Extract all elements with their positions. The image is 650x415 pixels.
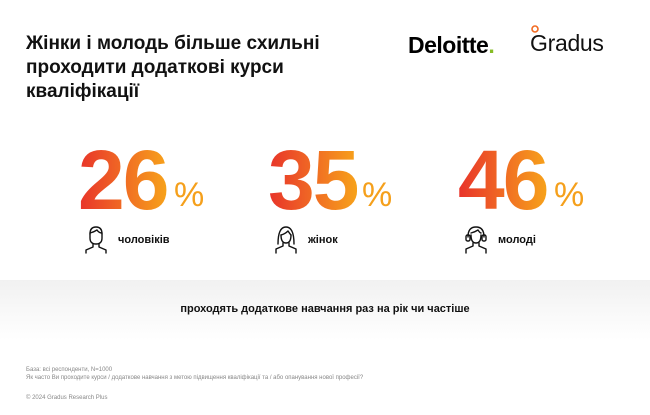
stat-value: 46 (458, 133, 549, 227)
stat-men: 26 % чоловіків (78, 133, 268, 260)
deloitte-logo: Deloitte. (408, 32, 495, 59)
youth-headphones-icon (465, 226, 487, 254)
stat-women: 35 % жінок (268, 133, 458, 260)
stat-unit: % (554, 176, 585, 214)
stat-label: чоловіків (118, 234, 170, 246)
stat-unit: % (362, 176, 393, 214)
summary-band (0, 280, 650, 340)
man-icon (85, 226, 107, 254)
footer-question: Як часто Ви проходите курси / додаткове … (26, 375, 364, 381)
woman-icon (275, 226, 297, 254)
footer-base: База: всі респонденти, N=1000 (26, 367, 113, 373)
page-title: Жінки і молодь більше схильні проходити … (26, 33, 320, 102)
stat-unit: % (174, 176, 205, 214)
footer-copyright: © 2024 Gradus Research Plus (26, 395, 108, 401)
stat-label: молоді (498, 234, 536, 246)
deloitte-logo-text: Deloitte (408, 32, 489, 58)
gradus-logo: Gradus (530, 30, 604, 56)
stat-value: 26 (78, 133, 169, 227)
summary-text: проходять додаткове навчання раз на рік … (180, 303, 470, 315)
deloitte-logo-dot: . (488, 32, 495, 58)
stat-value: 35 (268, 133, 359, 227)
gradus-mark-icon (531, 25, 539, 33)
stat-youth: 46 % молоді (458, 133, 648, 260)
stat-label: жінок (308, 234, 338, 246)
